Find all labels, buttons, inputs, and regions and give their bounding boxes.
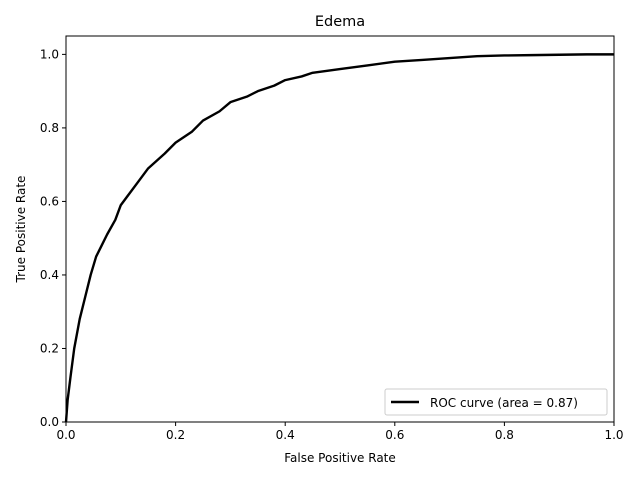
curve-layer	[64, 53, 614, 423]
y-tick-label: 0.2	[40, 341, 59, 355]
y-tick-label: 0.4	[40, 268, 59, 282]
legend-label: ROC curve (area = 0.87)	[430, 396, 578, 410]
y-tick-label: 0.6	[40, 194, 59, 208]
y-tick-label: 0.0	[40, 415, 59, 429]
x-tick-label: 1.0	[604, 428, 623, 442]
chart-title: Edema	[315, 14, 365, 30]
plot-frame	[65, 35, 615, 423]
x-tick-label: 0.4	[276, 428, 295, 442]
legend: ROC curve (area = 0.87)	[384, 388, 608, 416]
x-tick-label: 0.0	[56, 428, 75, 442]
x-axis-ticks: 0.0 0.2 0.4 0.6 0.8 1.0	[56, 422, 624, 442]
x-tick-label: 0.8	[495, 428, 514, 442]
x-tick-label: 0.2	[166, 428, 185, 442]
y-axis-ticks: 0.0 0.2 0.4 0.6 0.8 1.0	[40, 47, 66, 429]
x-axis-label: False Positive Rate	[284, 451, 396, 465]
x-tick-label: 0.6	[385, 428, 404, 442]
y-axis-label: True Positive Rate	[14, 176, 28, 284]
roc-curve-line	[64, 53, 614, 423]
legend-box	[384, 388, 608, 416]
y-tick-label: 1.0	[40, 47, 59, 61]
y-tick-label: 0.8	[40, 121, 59, 135]
